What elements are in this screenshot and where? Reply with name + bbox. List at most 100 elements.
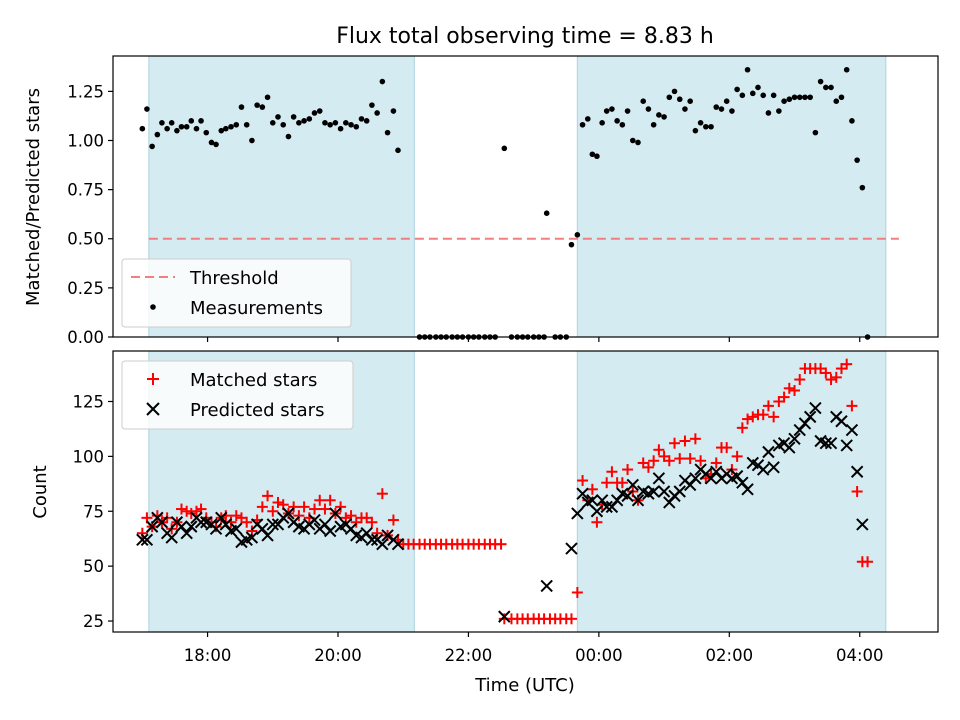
y-tick-label: 125 [73, 392, 105, 411]
matched-star-marker [136, 527, 148, 539]
measurement-point [589, 151, 596, 158]
matched-star-marker [653, 444, 665, 456]
y-tick-label: 100 [73, 447, 105, 466]
matched-star-marker [820, 367, 832, 379]
predicted-star-marker [657, 485, 671, 498]
measurement-point [213, 141, 219, 148]
predicted-star-marker [835, 415, 848, 428]
y-tick-label: 25 [83, 612, 104, 631]
measurement-points [139, 66, 871, 340]
matched-star-marker [262, 490, 274, 502]
predicted-star-marker [329, 507, 342, 520]
y-tick-label: 0.25 [67, 279, 104, 298]
y-tick-label: 1.00 [67, 131, 104, 150]
matched-star-marker [298, 501, 310, 513]
measurement-point [744, 66, 751, 73]
predicted-star-marker [180, 527, 193, 540]
measurements-legend-swatch [150, 304, 156, 310]
measurement-point [661, 114, 667, 120]
matched-star-marker [241, 516, 253, 528]
matched-star-marker [151, 510, 163, 522]
matched-star-marker [565, 613, 577, 625]
predicted-star-marker [261, 529, 274, 542]
matched-star-marker [742, 413, 754, 425]
y-tick-label: 0.50 [67, 230, 104, 249]
threshold-legend-label: Threshold [189, 268, 279, 289]
predicted-star-marker [652, 472, 666, 485]
x-tick-label: 00:00 [575, 646, 623, 665]
measurement-point [343, 120, 349, 126]
measurement-point [666, 94, 673, 101]
measurement-point [629, 137, 636, 144]
x-tick-label: 04:00 [836, 646, 884, 665]
measurement-point [203, 129, 210, 136]
count-x-label: Time (UTC) [474, 675, 575, 696]
measurement-point [243, 121, 250, 128]
measurement-point [390, 108, 397, 114]
matched-star-marker [571, 586, 583, 598]
measurement-point [650, 121, 657, 128]
matched-star-marker [731, 450, 743, 462]
measurement-point [228, 123, 234, 130]
matched-star-marker [783, 382, 795, 394]
measurement-point [178, 123, 185, 130]
measurement-point [285, 133, 292, 140]
predicted-star-marker [590, 505, 604, 518]
predicted-star-marker [165, 531, 178, 544]
matched-star-marker [830, 371, 842, 383]
measurement-point [264, 94, 271, 101]
matched-star-marker [495, 538, 507, 550]
measurement-point [713, 104, 720, 110]
predicted-star-marker [757, 463, 770, 476]
predicted-star-marker [600, 500, 613, 514]
predicted-star-marker [647, 485, 660, 498]
predicted-star-marker [741, 483, 754, 496]
predicted-star-marker [155, 516, 169, 529]
measurement-point [624, 108, 631, 114]
measurement-point [812, 129, 819, 136]
measurement-point [645, 106, 652, 112]
predicted-star-marker [381, 529, 394, 542]
predicted-legend-swatch [146, 402, 160, 416]
matched-star-marker [366, 516, 378, 528]
y-tick-label: 0.00 [67, 328, 104, 347]
measurement-point [259, 104, 266, 110]
predicted-star-marker [215, 511, 228, 525]
measurement-point [749, 90, 756, 97]
measurement-point [817, 78, 824, 85]
measurement-point [290, 114, 297, 120]
measurement-point [233, 121, 240, 128]
measurement-point [144, 106, 150, 112]
measurement-point [568, 241, 575, 248]
measurement-point [802, 94, 808, 101]
predicted-star-marker [767, 461, 780, 474]
measurement-point [854, 157, 860, 163]
matched-star-marker [736, 422, 748, 434]
predicted-star-marker [540, 579, 553, 593]
matched-star-marker [293, 510, 305, 522]
measurement-point [358, 116, 365, 122]
measurement-point [843, 66, 850, 73]
measurement-point [671, 88, 678, 95]
predicted-star-marker [571, 507, 584, 520]
measurement-point [275, 114, 281, 120]
measurement-point [249, 137, 255, 144]
measurement-point [322, 120, 328, 126]
predicted-star-marker [145, 520, 159, 533]
matched-star-marker [663, 455, 675, 467]
measurement-point [838, 94, 845, 101]
matched-star-marker [335, 501, 347, 513]
measurement-point [379, 78, 386, 85]
measurement-point [849, 118, 855, 124]
count-axes-frame [112, 350, 939, 633]
measurement-point [770, 92, 777, 99]
matched-star-marker [846, 400, 858, 412]
measurement-point [786, 96, 793, 103]
measurement-point [614, 118, 620, 124]
x-tick-label: 18:00 [184, 646, 232, 665]
matched-star-marker [757, 409, 769, 421]
matched-star-marker [616, 477, 628, 489]
count-panel: 25 50 75 100 125 18:00 20:00 22:00 00:00 02:00 04… [30, 350, 939, 696]
measurement-point [154, 131, 161, 138]
measurement-point [635, 139, 641, 146]
